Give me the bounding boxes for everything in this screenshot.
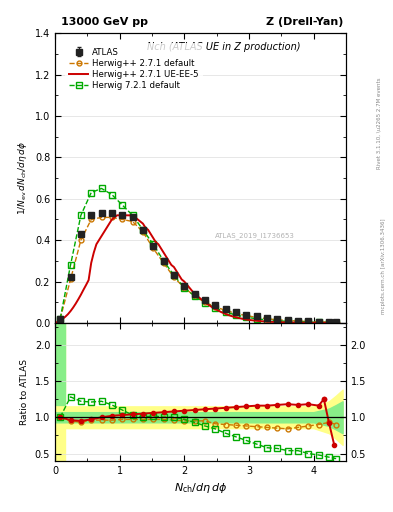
- Herwig 7.2.1 default: [233, 312, 238, 318]
- Herwig 7.2.1 default: [244, 314, 249, 321]
- Text: Rivet 3.1.10, \u2265 2.7M events: Rivet 3.1.10, \u2265 2.7M events: [377, 77, 382, 168]
- Herwig++ 2.7.1 UE-EE-5: [115, 212, 119, 219]
- Herwig++ 2.7.1 default: [203, 299, 208, 305]
- Herwig 7.2.1 default: [130, 212, 135, 219]
- Herwig 7.2.1 default: [89, 189, 94, 196]
- Herwig++ 2.7.1 default: [244, 313, 249, 319]
- Herwig++ 2.7.1 UE-EE-5: [285, 319, 290, 326]
- Herwig++ 2.7.1 default: [89, 217, 94, 223]
- Y-axis label: $1/N_{\rm ev}\,dN_{\rm ch}/d\eta\,d\phi$: $1/N_{\rm ev}\,dN_{\rm ch}/d\eta\,d\phi$: [16, 141, 29, 215]
- Herwig 7.2.1 default: [275, 318, 280, 324]
- Herwig++ 2.7.1 UE-EE-5: [301, 319, 305, 326]
- Herwig 7.2.1 default: [151, 241, 156, 247]
- Herwig 7.2.1 default: [306, 319, 311, 325]
- Herwig++ 2.7.1 UE-EE-5: [233, 314, 238, 321]
- Herwig 7.2.1 default: [161, 258, 166, 264]
- Herwig++ 2.7.1 default: [68, 276, 73, 283]
- Herwig 7.2.1 default: [334, 319, 338, 326]
- Herwig++ 2.7.1 default: [151, 245, 156, 251]
- Herwig++ 2.7.1 default: [327, 319, 331, 325]
- Herwig 7.2.1 default: [79, 212, 83, 219]
- Herwig++ 2.7.1 default: [130, 219, 135, 225]
- Herwig++ 2.7.1 default: [264, 316, 269, 322]
- Herwig++ 2.7.1 default: [334, 319, 338, 326]
- Herwig++ 2.7.1 default: [316, 319, 321, 325]
- Herwig++ 2.7.1 default: [172, 274, 176, 281]
- Herwig 7.2.1 default: [264, 317, 269, 323]
- Herwig 7.2.1 default: [285, 318, 290, 325]
- Herwig++ 2.7.1 default: [233, 310, 238, 316]
- Herwig 7.2.1 default: [316, 319, 321, 326]
- Herwig 7.2.1 default: [223, 309, 228, 315]
- Herwig 7.2.1 default: [203, 300, 208, 306]
- Herwig++ 2.7.1 UE-EE-5: [264, 318, 269, 325]
- Herwig++ 2.7.1 UE-EE-5: [337, 320, 342, 326]
- Herwig++ 2.7.1 default: [161, 260, 166, 266]
- Herwig++ 2.7.1 default: [254, 314, 259, 321]
- Herwig++ 2.7.1 default: [58, 316, 62, 322]
- Herwig++ 2.7.1 default: [285, 317, 290, 324]
- Herwig 7.2.1 default: [58, 316, 62, 322]
- Line: Herwig++ 2.7.1 UE-EE-5: Herwig++ 2.7.1 UE-EE-5: [55, 216, 340, 323]
- Herwig 7.2.1 default: [254, 316, 259, 322]
- Herwig 7.2.1 default: [68, 262, 73, 268]
- Herwig++ 2.7.1 default: [296, 318, 300, 324]
- Herwig++ 2.7.1 UE-EE-5: [187, 285, 192, 291]
- Herwig++ 2.7.1 default: [99, 215, 104, 221]
- Legend: ATLAS, Herwig++ 2.7.1 default, Herwig++ 2.7.1 UE-EE-5, Herwig 7.2.1 default: ATLAS, Herwig++ 2.7.1 default, Herwig++ …: [65, 44, 203, 94]
- Herwig++ 2.7.1 UE-EE-5: [53, 320, 57, 326]
- Herwig++ 2.7.1 default: [79, 237, 83, 243]
- Herwig++ 2.7.1 default: [275, 317, 280, 323]
- Bar: [55, 323, 65, 422]
- Line: Herwig 7.2.1 default: Herwig 7.2.1 default: [57, 185, 339, 326]
- Herwig++ 2.7.1 default: [213, 304, 218, 310]
- Herwig 7.2.1 default: [172, 272, 176, 279]
- Herwig 7.2.1 default: [120, 202, 125, 208]
- Herwig++ 2.7.1 default: [182, 285, 187, 291]
- Text: Nch (ATLAS UE in Z production): Nch (ATLAS UE in Z production): [147, 42, 300, 52]
- Y-axis label: Ratio to ATLAS: Ratio to ATLAS: [20, 359, 29, 425]
- Text: ATLAS_2019_I1736653: ATLAS_2019_I1736653: [215, 232, 295, 240]
- Herwig++ 2.7.1 default: [192, 293, 197, 299]
- Herwig 7.2.1 default: [99, 185, 104, 191]
- Herwig 7.2.1 default: [182, 285, 187, 291]
- Text: mcplots.cern.ch [arXiv:1306.3436]: mcplots.cern.ch [arXiv:1306.3436]: [382, 219, 386, 314]
- Line: Herwig++ 2.7.1 default: Herwig++ 2.7.1 default: [58, 215, 339, 325]
- Herwig++ 2.7.1 default: [141, 229, 145, 235]
- Herwig 7.2.1 default: [296, 318, 300, 325]
- X-axis label: $N_{\rm ch}/d\eta\,d\phi$: $N_{\rm ch}/d\eta\,d\phi$: [174, 481, 227, 495]
- Herwig 7.2.1 default: [141, 227, 145, 233]
- Herwig 7.2.1 default: [213, 305, 218, 311]
- Herwig 7.2.1 default: [110, 191, 114, 198]
- Herwig 7.2.1 default: [327, 319, 331, 326]
- Herwig 7.2.1 default: [192, 293, 197, 299]
- Herwig++ 2.7.1 default: [110, 215, 114, 221]
- Herwig++ 2.7.1 UE-EE-5: [169, 262, 174, 268]
- Text: 13000 GeV pp: 13000 GeV pp: [61, 16, 148, 27]
- Herwig++ 2.7.1 default: [306, 318, 311, 325]
- Herwig++ 2.7.1 default: [223, 307, 228, 313]
- Bar: [55, 323, 65, 461]
- Herwig++ 2.7.1 default: [120, 217, 125, 223]
- Text: Z (Drell-Yan): Z (Drell-Yan): [266, 16, 344, 27]
